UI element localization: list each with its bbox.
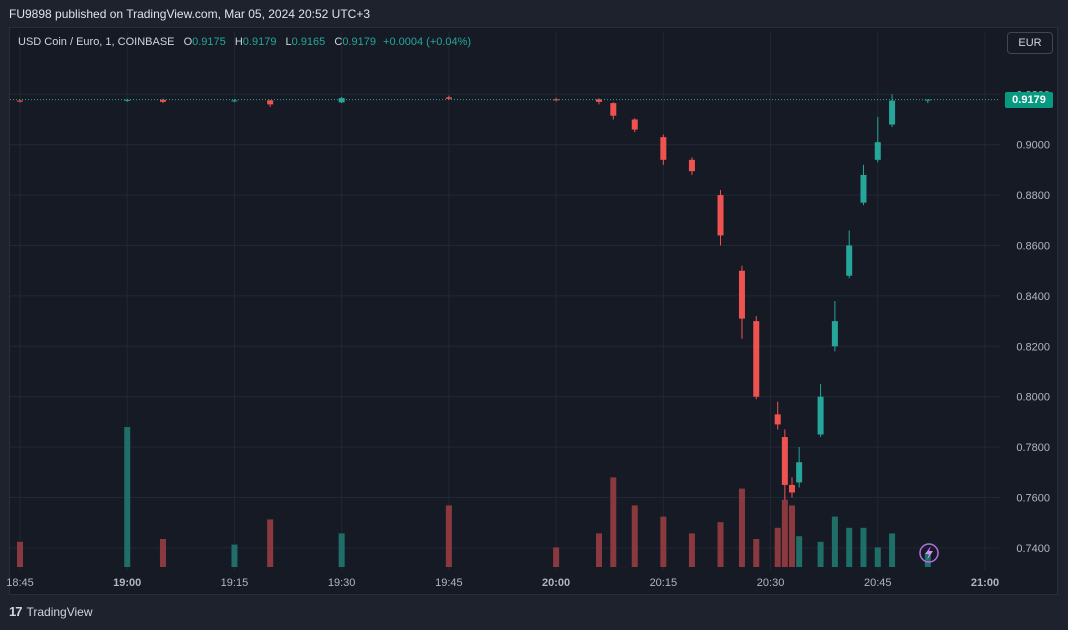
x-axis: 18:45 19:00 19:15 19:30 19:45 20:00 20:15 20:30… bbox=[6, 577, 999, 589]
volume-bars bbox=[17, 427, 931, 567]
open-value: 0.9175 bbox=[192, 36, 226, 48]
volume-bar bbox=[860, 527, 867, 567]
volume-bar bbox=[753, 539, 760, 567]
volume-bar bbox=[796, 536, 803, 567]
volume-bar bbox=[889, 533, 896, 567]
x-tick-label: 21:00 bbox=[971, 577, 999, 589]
volume-bar bbox=[846, 527, 853, 567]
close-label: C bbox=[334, 36, 343, 48]
candle-body bbox=[338, 98, 345, 103]
x-tick-label: 20:15 bbox=[650, 577, 678, 589]
y-tick-label: 0.8400 bbox=[1016, 291, 1050, 303]
candle-body bbox=[159, 99, 166, 102]
candle-body bbox=[660, 137, 667, 160]
y-tick-label: 0.7400 bbox=[1016, 543, 1050, 555]
candle-body bbox=[860, 174, 867, 203]
x-tick-label: 19:45 bbox=[435, 577, 463, 589]
volume-bar bbox=[874, 547, 881, 567]
candle-body bbox=[874, 142, 881, 160]
last-price-tag: 0.9179 bbox=[1005, 91, 1053, 108]
candle-body bbox=[817, 396, 824, 435]
change-value: +0.0004 (+0.04%) bbox=[383, 36, 472, 48]
volume-bar bbox=[631, 505, 638, 567]
brand-name: TradingView bbox=[26, 604, 93, 619]
volume-bar bbox=[781, 499, 788, 567]
volume-bar bbox=[831, 516, 838, 567]
x-tick-label: 19:00 bbox=[113, 577, 141, 589]
x-tick-label: 18:45 bbox=[6, 577, 34, 589]
volume-bar bbox=[610, 477, 617, 567]
candle-body bbox=[631, 119, 638, 130]
high-label: H bbox=[234, 36, 243, 48]
candle-body bbox=[717, 195, 724, 236]
candle-body bbox=[445, 97, 452, 99]
volume-bar bbox=[124, 427, 131, 567]
volume-bar bbox=[924, 553, 931, 567]
volume-bar bbox=[817, 541, 824, 567]
publish-info: FU9898 published on TradingView.com, Mar… bbox=[9, 7, 370, 21]
y-axis: 0.7400 0.7600 0.7800 0.8000 0.8200 0.8400 0.86… bbox=[1016, 89, 1050, 555]
currency-button[interactable]: EUR bbox=[1007, 32, 1053, 54]
y-tick-label: 0.8000 bbox=[1016, 392, 1050, 404]
candle-body bbox=[924, 99, 931, 101]
volume-bar bbox=[596, 533, 602, 567]
volume-bar bbox=[660, 516, 667, 567]
y-tick-label: 0.9000 bbox=[1016, 140, 1050, 152]
volume-bar bbox=[738, 488, 745, 567]
candle-body bbox=[781, 437, 788, 485]
y-tick-label: 0.8200 bbox=[1016, 341, 1050, 353]
volume-bar bbox=[338, 533, 345, 567]
candle-body bbox=[831, 321, 838, 347]
volume-bar bbox=[553, 547, 560, 567]
footer-brand[interactable]: 17 TradingView bbox=[9, 604, 93, 619]
candle-body bbox=[610, 103, 617, 116]
candle-body bbox=[796, 462, 803, 483]
tradingview-logo-icon: 17 bbox=[9, 604, 23, 619]
x-tick-label: 20:45 bbox=[864, 577, 892, 589]
candle-body bbox=[124, 99, 131, 101]
symbol-title[interactable]: USD Coin / Euro, 1, COINBASE bbox=[18, 36, 175, 48]
volume-bar bbox=[688, 533, 695, 567]
candle-body bbox=[17, 100, 23, 102]
y-tick-label: 0.7800 bbox=[1016, 442, 1050, 454]
low-label: L bbox=[285, 36, 292, 48]
candles bbox=[17, 94, 931, 501]
open-label: O bbox=[183, 36, 193, 48]
candle-body bbox=[889, 100, 896, 125]
high-value: 0.9179 bbox=[242, 36, 277, 48]
candle-body bbox=[688, 159, 695, 172]
x-tick-label: 19:15 bbox=[221, 577, 249, 589]
volume-bar bbox=[17, 541, 23, 567]
grid-lines bbox=[10, 32, 1000, 570]
close-value: 0.9179 bbox=[342, 36, 376, 48]
candle-body bbox=[231, 100, 238, 102]
volume-bar bbox=[159, 539, 166, 567]
volume-bar bbox=[445, 505, 452, 567]
ohlc-legend: USD Coin / Euro, 1, COINBASE O0.9175 H0.… bbox=[18, 36, 471, 48]
candle-body bbox=[789, 484, 795, 493]
volume-bar bbox=[231, 544, 238, 567]
candle-body bbox=[738, 270, 745, 319]
chart-frame bbox=[9, 27, 1058, 595]
volume-bar bbox=[717, 522, 724, 567]
low-value: 0.9165 bbox=[291, 36, 326, 48]
lightning-icon[interactable] bbox=[919, 543, 939, 563]
candle-body bbox=[596, 99, 602, 102]
x-tick-label: 20:30 bbox=[757, 577, 785, 589]
x-tick-label: 20:00 bbox=[542, 577, 570, 589]
y-tick-label: 0.8800 bbox=[1016, 190, 1050, 202]
candle-body bbox=[267, 100, 274, 105]
y-tick-label: 0.7600 bbox=[1016, 493, 1050, 505]
x-tick-label: 19:30 bbox=[328, 577, 356, 589]
volume-bar bbox=[774, 527, 781, 567]
volume-bar bbox=[267, 519, 274, 567]
candle-body bbox=[774, 414, 781, 425]
y-tick-label: 0.8600 bbox=[1016, 241, 1050, 253]
candle-body bbox=[846, 245, 853, 276]
candle-body bbox=[753, 321, 760, 397]
volume-bar bbox=[789, 505, 795, 567]
